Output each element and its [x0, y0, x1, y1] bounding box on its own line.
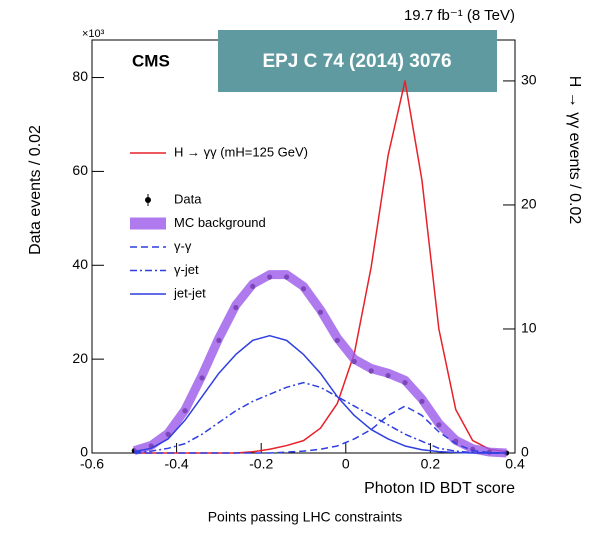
- series-line: [134, 334, 507, 454]
- x-tick-label: 0.2: [421, 456, 441, 472]
- lumi-label: 19.7 fb⁻¹ (8 TeV): [404, 7, 515, 24]
- legend-marker: [130, 217, 166, 230]
- x-tick-label: 0: [342, 456, 350, 472]
- series-line: [134, 405, 507, 454]
- legend-label: MC background: [174, 215, 266, 230]
- journal-ref: EPJ C 74 (2014) 3076: [262, 51, 451, 72]
- legend-label: H → γγ (mH=125 GeV): [174, 144, 308, 159]
- legend-label: Data: [174, 191, 202, 206]
- y-tick-label: 20: [72, 350, 88, 366]
- journal-badge: [218, 30, 497, 92]
- y-tick-label: 60: [72, 162, 88, 178]
- legend-label: γ-jet: [174, 262, 199, 277]
- y2-tick-label: 10: [521, 320, 537, 336]
- mc-band: [132, 270, 507, 458]
- y2-tick-label: 30: [521, 72, 537, 88]
- y-tick-label: 80: [72, 68, 88, 84]
- y2-tick-label: 0: [521, 444, 529, 460]
- y2-axis-label: H → γγ events / 0.02: [566, 76, 583, 225]
- series-line: [134, 80, 507, 454]
- y2-tick-label: 20: [521, 196, 537, 212]
- x-tick-label: 0.4: [505, 456, 525, 472]
- x-tick-label: -0.6: [80, 456, 104, 472]
- y-tick-label: 40: [72, 256, 88, 272]
- y-axis-label: Data events / 0.02: [27, 125, 44, 255]
- series-line: [134, 381, 507, 454]
- y-multiplier: ×10³: [82, 28, 105, 40]
- x-tick-label: -0.2: [249, 456, 273, 472]
- x-tick-label: -0.4: [165, 456, 189, 472]
- legend-label: jet-jet: [173, 285, 206, 300]
- legend-label: γ-γ: [174, 238, 192, 253]
- caption: Points passing LHC constraints: [208, 509, 403, 525]
- experiment-label: CMS: [132, 51, 170, 70]
- x-axis-label: Photon ID BDT score: [364, 480, 515, 497]
- y-tick-label: 0: [80, 444, 88, 460]
